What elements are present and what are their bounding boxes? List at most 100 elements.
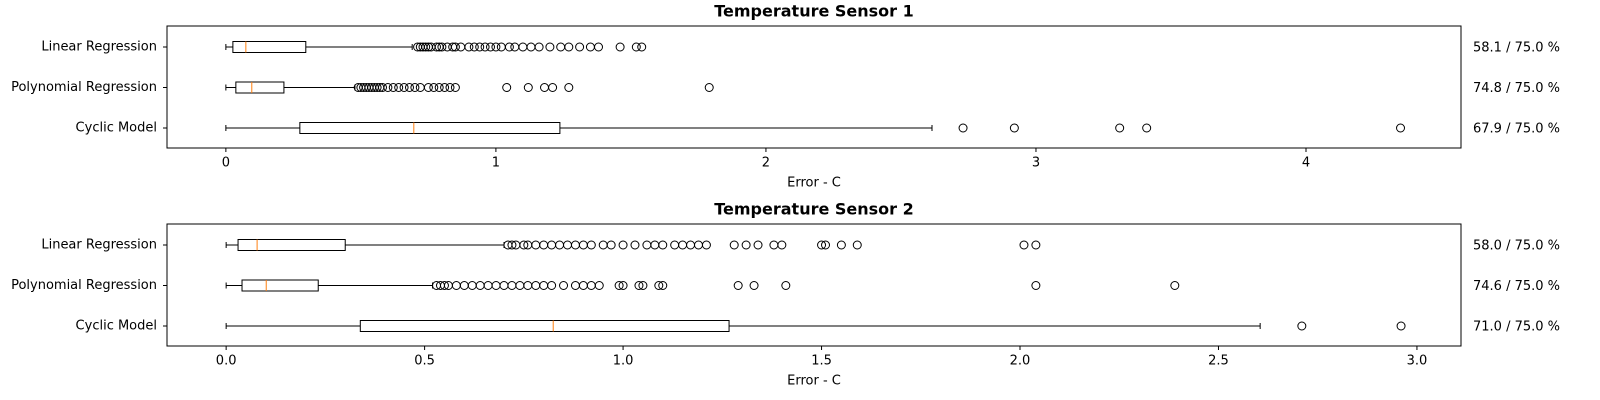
outlier	[372, 83, 382, 92]
outlier	[499, 281, 509, 290]
outlier	[570, 240, 580, 250]
outlier	[686, 240, 696, 250]
outlier	[539, 281, 549, 290]
outlier	[531, 240, 541, 250]
outlier	[777, 240, 787, 250]
x-tick-label: 0.5	[414, 354, 435, 369]
outlier	[547, 240, 557, 250]
outlier	[483, 281, 493, 290]
outlier	[594, 281, 604, 290]
outlier	[701, 240, 711, 250]
outlier	[637, 42, 647, 52]
outlier	[475, 42, 485, 52]
outlier	[821, 240, 831, 250]
outlier	[650, 240, 660, 250]
annotation: 74.6 / 75.0 %	[1473, 279, 1560, 294]
x-axis-label: Error - C	[787, 374, 841, 389]
outlier	[852, 240, 862, 250]
outlier	[445, 83, 455, 92]
outlier	[578, 281, 588, 290]
outlier	[678, 240, 688, 250]
box	[237, 239, 346, 251]
outlier	[733, 281, 743, 290]
annotation: 58.1 / 75.0 %	[1473, 41, 1560, 56]
outlier	[559, 281, 569, 290]
outlier	[586, 240, 596, 250]
x-tick-label: 3.0	[1407, 354, 1428, 369]
outlier	[507, 240, 517, 250]
outlier	[642, 240, 652, 250]
outlier	[464, 42, 474, 52]
outlier	[394, 83, 404, 92]
outlier	[556, 42, 566, 52]
outlier	[515, 281, 525, 290]
outlier	[693, 240, 703, 250]
annotation: 67.9 / 75.0 %	[1473, 122, 1560, 137]
outlier	[631, 42, 641, 52]
outlier	[630, 240, 640, 250]
y-tick-label: Polynomial Regression	[11, 278, 157, 293]
outlier	[769, 240, 779, 250]
box	[232, 41, 307, 53]
outlier	[519, 240, 529, 250]
outlier	[377, 83, 387, 92]
box	[299, 122, 561, 134]
outlier	[547, 281, 557, 290]
outlier	[475, 281, 485, 290]
outlier	[404, 83, 414, 92]
x-tick-label: 4	[1302, 156, 1310, 171]
outlier	[429, 83, 439, 92]
outlier	[615, 42, 625, 52]
outlier	[491, 42, 501, 52]
outlier	[437, 42, 447, 52]
outlier	[496, 42, 506, 52]
outlier	[523, 83, 533, 92]
outlier	[555, 240, 565, 250]
outlier	[654, 281, 664, 290]
outlier	[704, 83, 714, 92]
outlier	[439, 281, 449, 290]
outlier	[729, 240, 739, 250]
outlier	[526, 42, 536, 52]
outlier	[564, 83, 574, 92]
x-tick-label: 2.5	[1208, 354, 1229, 369]
box	[359, 320, 730, 332]
y-tick-label: Linear Regression	[41, 238, 157, 253]
x-tick-label: 3	[1032, 156, 1040, 171]
outlier	[456, 42, 466, 52]
outlier	[578, 240, 588, 250]
outlier	[469, 42, 479, 52]
outlier	[1142, 123, 1152, 133]
outlier	[450, 42, 460, 52]
outlier	[658, 240, 668, 250]
y-tick-label: Cyclic Model	[76, 319, 157, 334]
outlier	[634, 281, 644, 290]
outlier	[618, 281, 628, 290]
outlier	[585, 42, 595, 52]
outlier	[1031, 240, 1041, 250]
outlier	[638, 281, 648, 290]
outlier	[410, 83, 420, 92]
outlier	[504, 42, 514, 52]
outlier	[1396, 123, 1406, 133]
outlier	[1009, 123, 1019, 133]
x-tick-label: 0.0	[216, 354, 237, 369]
outlier	[467, 281, 477, 290]
outlier	[658, 281, 668, 290]
outlier	[518, 42, 528, 52]
x-tick-label: 1.0	[613, 354, 634, 369]
outlier	[594, 42, 604, 52]
outlier	[415, 83, 425, 92]
outlier	[421, 42, 431, 52]
outlier	[1019, 240, 1029, 250]
outlier	[598, 240, 608, 250]
outlier	[1031, 281, 1041, 290]
annotation: 71.0 / 75.0 %	[1473, 320, 1560, 335]
outlier	[480, 42, 490, 52]
outlier	[563, 240, 573, 250]
outlier	[606, 240, 616, 250]
x-axis-label: Error - C	[787, 176, 841, 191]
outlier	[781, 281, 791, 290]
annotation: 74.8 / 75.0 %	[1473, 81, 1560, 96]
